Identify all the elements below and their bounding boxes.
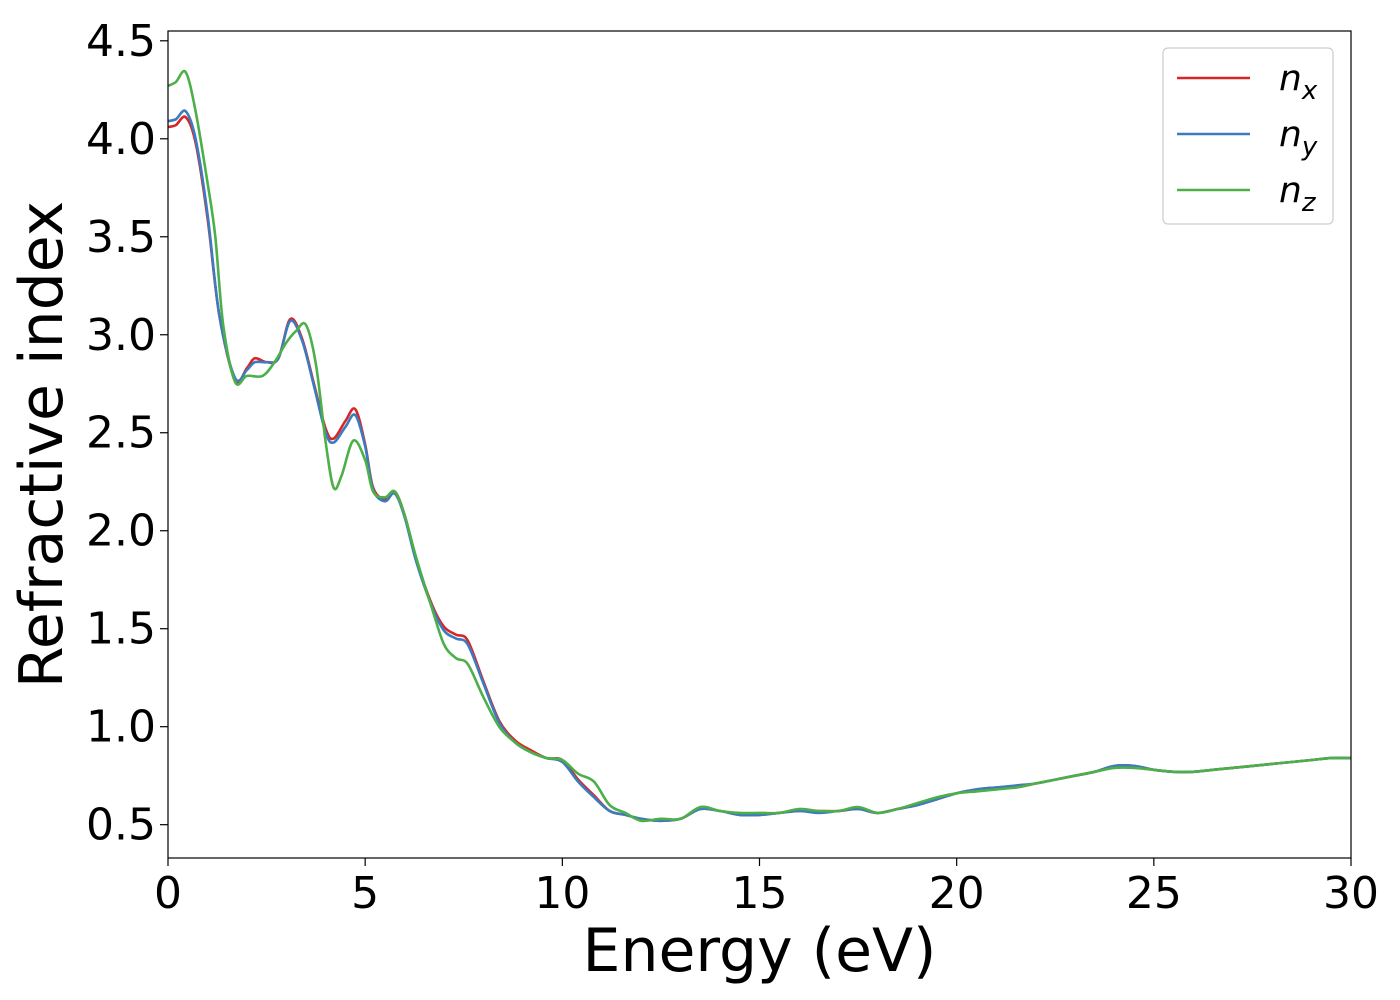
- x-tick-label: 30: [1323, 868, 1379, 919]
- y-tick-label: 2.0: [86, 506, 156, 557]
- x-tick-label: 25: [1126, 868, 1182, 919]
- y-tick-label: 2.5: [86, 408, 156, 459]
- y-tick-label: 3.5: [86, 212, 156, 263]
- x-tick-label: 10: [534, 868, 590, 919]
- y-axis-label: Refractive index: [7, 201, 77, 688]
- y-tick-label: 0.5: [86, 800, 156, 851]
- series-line-nz: [167, 69, 1352, 823]
- series-layer: [167, 69, 1352, 823]
- x-tick-label: 20: [929, 868, 985, 919]
- y-tick-label: 1.0: [86, 702, 156, 753]
- legend-box: [1162, 47, 1334, 225]
- legend-label-ny: ny: [1279, 114, 1318, 162]
- x-tick-label: 5: [351, 868, 379, 919]
- ticks-layer: 0 5 10 15 20 25 30 0.5 1.0 1.5 2.0 2.5 3.0 3.5 4.0 4.5: [86, 16, 1379, 919]
- x-tick-label: 15: [732, 868, 788, 919]
- x-axis-label: Energy (eV): [583, 916, 937, 986]
- y-tick-label: 4.0: [86, 114, 156, 165]
- x-tick-label: 0: [154, 868, 182, 919]
- y-tick-label: 3.0: [86, 310, 156, 361]
- y-tick-label: 4.5: [86, 16, 156, 67]
- y-tick-label: 1.5: [86, 604, 156, 655]
